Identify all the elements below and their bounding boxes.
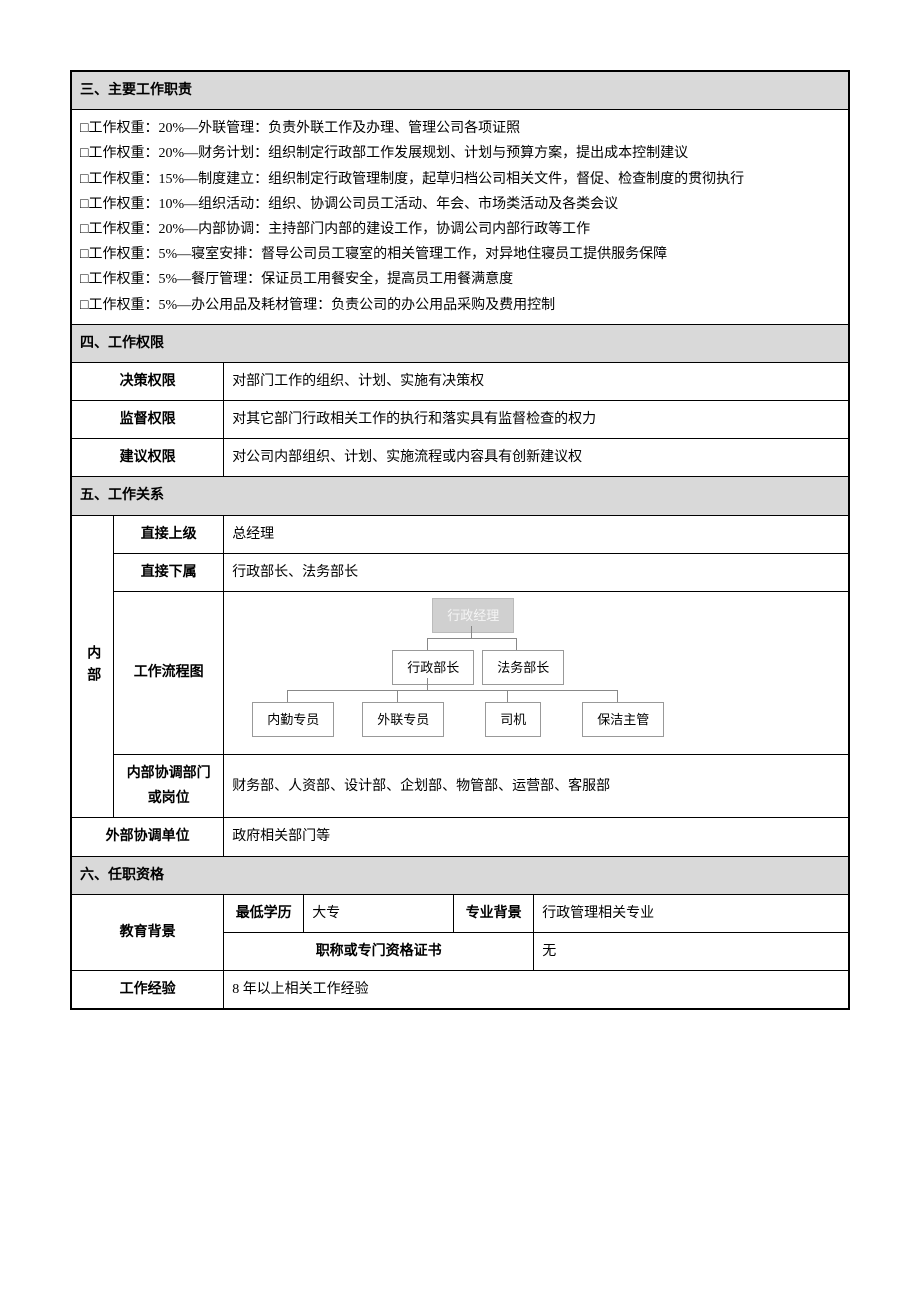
superior-value: 总经理 [224, 515, 849, 553]
major-value: 行政管理相关专业 [534, 894, 849, 932]
internal-label: 内部 [71, 515, 114, 818]
org-line [507, 690, 508, 702]
section5-header: 五、工作关系 [71, 477, 849, 515]
min-edu-label: 最低学历 [224, 894, 304, 932]
suggest-auth-value: 对公司内部组织、计划、实施流程或内容具有创新建议权 [224, 439, 849, 477]
duty-item: □工作权重：5%—餐厅管理：保证员工用餐安全，提高员工用餐满意度 [80, 267, 840, 292]
decision-auth-value: 对部门工作的组织、计划、实施有决策权 [224, 362, 849, 400]
supervise-auth-label: 监督权限 [71, 401, 224, 439]
exp-value: 8 年以上相关工作经验 [224, 971, 849, 1010]
education-label: 教育背景 [71, 894, 224, 970]
org-level2-node: 行政部长 [392, 650, 474, 685]
external-label: 外部协调单位 [71, 818, 224, 856]
duty-item: □工作权重：20%—内部协调：主持部门内部的建设工作，协调公司内部行政等工作 [80, 217, 840, 242]
cert-label: 职称或专门资格证书 [224, 932, 534, 970]
section4-header: 四、工作权限 [71, 324, 849, 362]
org-level3-node: 内勤专员 [252, 702, 334, 737]
decision-auth-label: 决策权限 [71, 362, 224, 400]
section3-header: 三、主要工作职责 [71, 71, 849, 110]
subordinate-label: 直接下属 [114, 553, 224, 591]
duty-item: □工作权重：15%—制度建立：组织制定行政管理制度，起草归档公司相关文件，督促、… [80, 167, 840, 192]
org-line [427, 638, 517, 639]
duty-item: □工作权重：20%—外联管理：负责外联工作及办理、管理公司各项证照 [80, 116, 840, 141]
org-line [287, 690, 617, 691]
duty-item: □工作权重：10%—组织活动：组织、协调公司员工活动、年会、市场类活动及各类会议 [80, 192, 840, 217]
coord-dept-value: 财务部、人资部、设计部、企划部、物管部、运营部、客服部 [224, 755, 849, 818]
org-line [617, 690, 618, 702]
org-root-node: 行政经理 [432, 598, 514, 633]
section3-content: □工作权重：20%—外联管理：负责外联工作及办理、管理公司各项证照 □工作权重：… [71, 110, 849, 325]
cert-value: 无 [534, 932, 849, 970]
org-line [427, 638, 428, 650]
org-line [427, 678, 428, 690]
supervise-auth-value: 对其它部门行政相关工作的执行和落实具有监督检查的权力 [224, 401, 849, 439]
min-edu-value: 大专 [304, 894, 454, 932]
exp-label: 工作经验 [71, 971, 224, 1010]
duty-item: □工作权重：20%—财务计划：组织制定行政部工作发展规划、计划与预算方案，提出成… [80, 141, 840, 166]
major-label: 专业背景 [454, 894, 534, 932]
external-value: 政府相关部门等 [224, 818, 849, 856]
org-level3-node: 司机 [485, 702, 541, 737]
document-table: 三、主要工作职责 □工作权重：20%—外联管理：负责外联工作及办理、管理公司各项… [70, 70, 850, 1010]
flowchart-label: 工作流程图 [114, 592, 224, 755]
org-level3-node: 保洁主管 [582, 702, 664, 737]
org-line [516, 638, 517, 650]
org-line [287, 690, 288, 702]
org-line [397, 690, 398, 702]
coord-dept-label: 内部协调部门或岗位 [114, 755, 224, 818]
org-level3-node: 外联专员 [362, 702, 444, 737]
org-chart: 行政经理 行政部长 法务部长 内勤专员 外联专员 [232, 598, 840, 748]
suggest-auth-label: 建议权限 [71, 439, 224, 477]
duty-item: □工作权重：5%—寝室安排：督导公司员工寝室的相关管理工作，对异地住寝员工提供服… [80, 242, 840, 267]
org-line [471, 626, 472, 638]
subordinate-value: 行政部长、法务部长 [224, 553, 849, 591]
flowchart-cell: 行政经理 行政部长 法务部长 内勤专员 外联专员 [224, 592, 849, 755]
org-level2-node: 法务部长 [482, 650, 564, 685]
section6-header: 六、任职资格 [71, 856, 849, 894]
superior-label: 直接上级 [114, 515, 224, 553]
duty-item: □工作权重：5%—办公用品及耗材管理：负责公司的办公用品采购及费用控制 [80, 293, 840, 318]
